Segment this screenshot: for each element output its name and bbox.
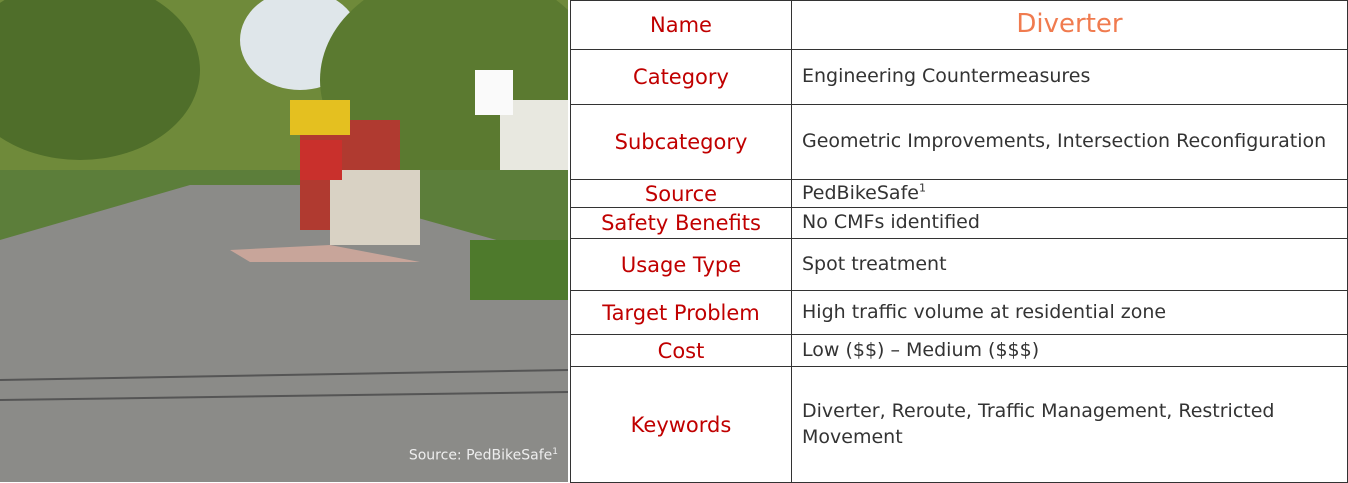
row-label: Category [570, 49, 792, 105]
table-row: Cost Low ($$) – Medium ($$$) [570, 334, 1348, 367]
caption-text: Source: PedBikeSafe [408, 448, 553, 464]
row-label: Usage Type [570, 238, 792, 291]
footnote-mark: 1 [918, 181, 926, 195]
table-row: Target Problem High traffic volume at res… [570, 290, 1348, 335]
value-text: PedBikeSafe [802, 181, 919, 204]
row-value: High traffic volume at residential zone [791, 290, 1348, 335]
value-text: Low ($$) – Medium ($$$) [802, 338, 1040, 361]
row-value: Spot treatment [791, 238, 1348, 291]
photo [0, 0, 568, 482]
table-row: Category Engineering Countermeasures [570, 49, 1348, 105]
row-value: No CMFs identified [791, 207, 1348, 239]
row-label: Source [570, 179, 792, 208]
table-row: Name Diverter [570, 0, 1348, 50]
row-value: Low ($$) – Medium ($$$) [791, 334, 1348, 367]
row-label: Cost [570, 334, 792, 367]
caption-note: 1 [552, 447, 558, 458]
value-text: Spot treatment [802, 252, 947, 275]
info-table: Name Diverter Category Engineering Counterm… [570, 0, 1348, 483]
value-text: No CMFs identified [802, 211, 980, 234]
value-text: Geometric Improvements, Intersection Rec… [802, 130, 1327, 153]
row-value: Engineering Countermeasures [791, 49, 1348, 105]
row-label: Subcategory [570, 104, 792, 180]
row-label: Safety Benefits [570, 207, 792, 239]
table-row: Keywords Diverter, Reroute, Traffic Manag… [570, 366, 1348, 483]
table-row: Usage Type Spot treatment [570, 238, 1348, 291]
table-row: Subcategory Geometric Improvements, Inter… [570, 104, 1348, 180]
row-value: Diverter [791, 0, 1348, 50]
row-value: PedBikeSafe1 [791, 179, 1348, 208]
row-value: Geometric Improvements, Intersection Rec… [791, 104, 1348, 180]
value-text: Diverter [1016, 9, 1123, 40]
row-label: Name [570, 0, 792, 50]
row-label: Target Problem [570, 290, 792, 335]
table-row: Safety Benefits No CMFs identified [570, 207, 1348, 239]
row-value: Diverter, Reroute, Traffic Management, R… [791, 366, 1348, 483]
image-caption: Source: PedBikeSafe1 [258, 447, 558, 464]
table-row: Source PedBikeSafe1 [570, 179, 1348, 208]
row-label: Keywords [570, 366, 792, 483]
value-text: High traffic volume at residential zone [802, 300, 1167, 323]
value-text: Diverter, Reroute, Traffic Management, R… [802, 399, 1275, 448]
value-text: Engineering Countermeasures [802, 65, 1091, 88]
